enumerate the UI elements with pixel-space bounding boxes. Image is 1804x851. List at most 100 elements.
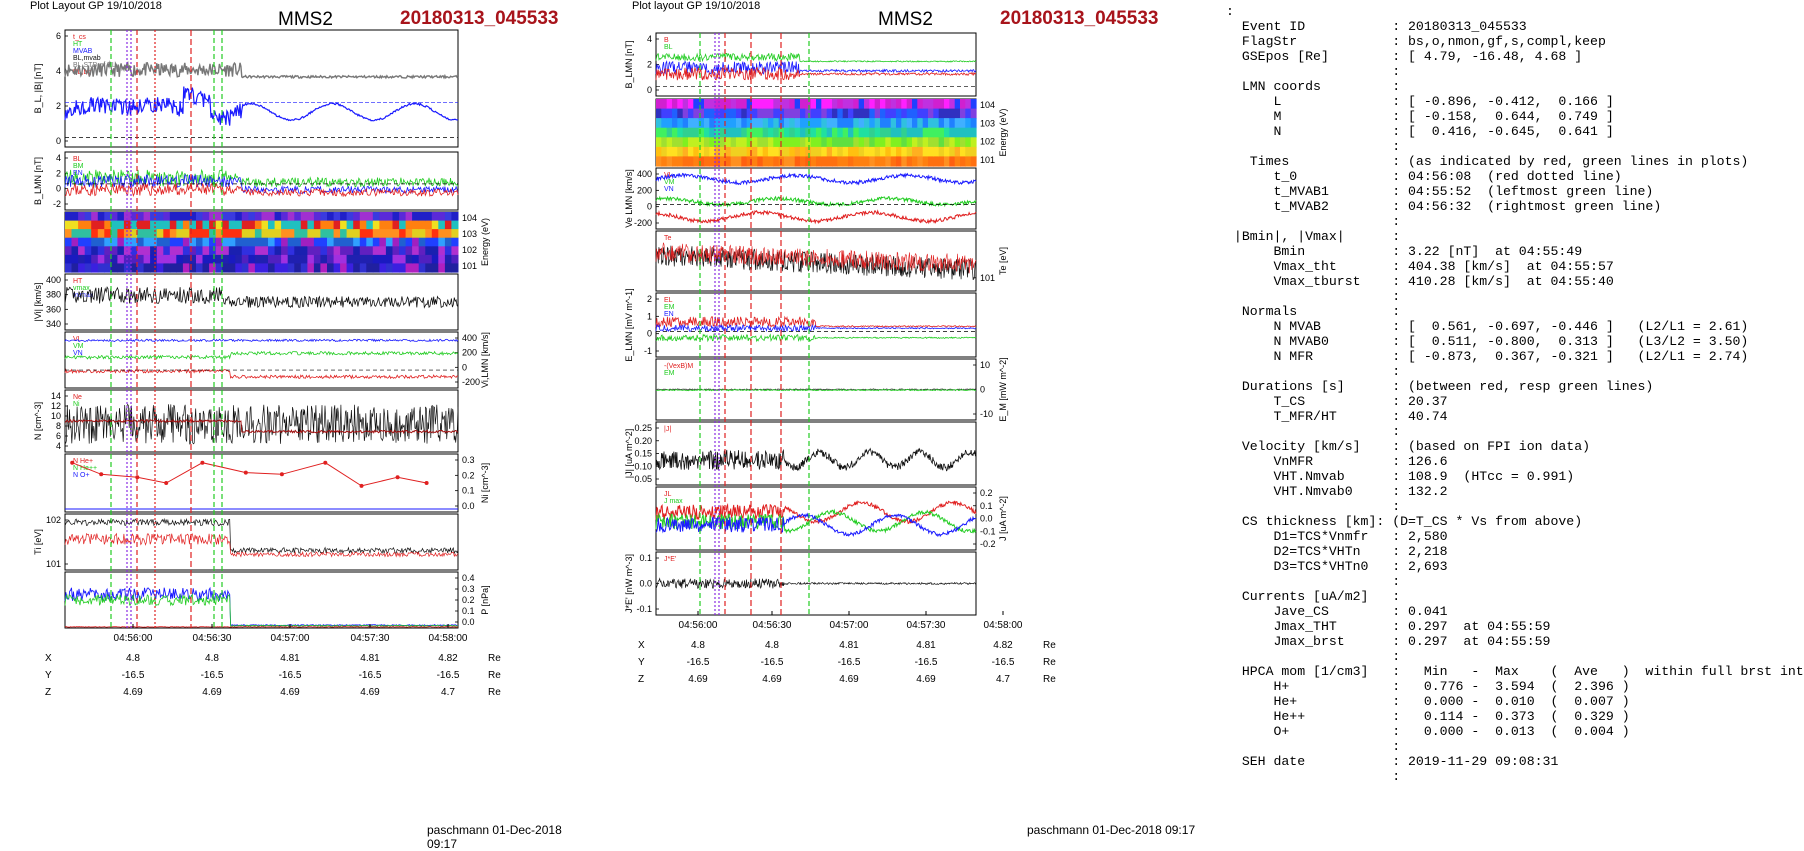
spectrogram-cell: [757, 137, 764, 148]
spectrogram-cell: [189, 263, 197, 273]
spectrogram-cell: [294, 254, 302, 265]
spectrogram-cell: [222, 220, 230, 230]
info-line: :: [1226, 424, 1401, 439]
spectrogram-cell: [890, 118, 897, 129]
spectrogram-cell: [385, 246, 393, 256]
spectrogram-cell: [143, 237, 151, 247]
spectrogram-cell: [858, 108, 865, 119]
spectrogram-cell: [222, 237, 230, 247]
spectrogram-cell: [736, 146, 742, 158]
spectrogram-cell: [385, 254, 393, 265]
right-xtick-label: 04:56:00: [679, 620, 718, 631]
spectrogram-cell: [399, 229, 407, 239]
trace-vn: [64, 368, 459, 380]
left-ytick-label: 380: [46, 290, 61, 300]
right-ylabel: E_M [mW m^-2]: [998, 357, 1008, 421]
trace-he-pp: [72, 462, 427, 487]
right-pos-value: 4.82: [993, 640, 1013, 651]
spectrogram-cell: [666, 137, 673, 148]
spectrogram-cell: [960, 156, 966, 167]
spectrogram-cell: [693, 108, 700, 119]
spectrogram-cell: [182, 220, 190, 230]
spectrogram-cell: [353, 263, 361, 273]
spectrogram-cell: [418, 254, 426, 265]
spectrogram-cell: [196, 254, 204, 265]
spectrogram-cell: [91, 212, 99, 222]
spectrogram-cell: [418, 263, 426, 273]
spectrogram-cell: [71, 220, 79, 230]
right-legend-entry: EM: [664, 370, 675, 377]
spectrogram-cell: [182, 246, 190, 256]
spectrogram-cell: [672, 118, 678, 129]
spectrogram-cell: [688, 99, 694, 110]
spectrogram-cell: [725, 156, 732, 167]
spectrogram-cell: [864, 137, 870, 148]
spectrogram-cell: [300, 246, 308, 256]
left-pos-value: 4.7: [441, 687, 455, 698]
spectrogram-cell: [392, 237, 400, 247]
spectrogram-cell: [938, 99, 945, 110]
spectrogram-cell: [778, 137, 785, 148]
spectrogram-cell: [163, 254, 171, 265]
spectrogram-cell: [451, 212, 459, 222]
left-ytick-label: 2: [56, 101, 61, 111]
spectrogram-cell: [176, 254, 184, 265]
left-xtick-label: 04:57:00: [271, 633, 310, 644]
spectrogram-cell: [762, 137, 769, 148]
spectrogram-cell: [789, 108, 796, 119]
spectrogram-cell: [917, 127, 924, 138]
left-ytick-label: 0.3: [462, 455, 475, 465]
spectrogram-cell: [405, 220, 413, 230]
spectrogram-cell: [65, 220, 73, 230]
spectrogram-cell: [385, 229, 393, 239]
spectrogram-cell: [736, 99, 742, 110]
spectrogram-cell: [773, 156, 780, 167]
spectrogram-cell: [853, 99, 860, 110]
right-ylabel: Te [eV]: [998, 247, 1008, 275]
spectrogram-cell: [97, 254, 105, 265]
spectrogram-cell: [412, 254, 420, 265]
spectrogram-cell: [320, 254, 328, 265]
spectrogram-cell: [425, 212, 433, 222]
spectrogram-cell: [762, 108, 769, 119]
spectrogram-cell: [169, 263, 177, 273]
spectrogram-cell: [693, 156, 700, 167]
spectrogram-cell: [938, 156, 945, 167]
spectrogram-cell: [340, 263, 348, 273]
spectrogram-cell: [746, 118, 753, 129]
right-pos-value: 4.81: [916, 640, 936, 651]
spectrogram-cell: [682, 137, 689, 148]
spectrogram-cell: [399, 237, 407, 247]
spectrogram-cell: [869, 146, 876, 158]
spectrogram-cell: [418, 212, 426, 222]
spectrogram-cell: [922, 108, 929, 119]
spectrogram-cell: [906, 99, 913, 110]
left-ytick-label: 0.3: [462, 584, 475, 594]
spectrogram-cell: [359, 212, 367, 222]
spectrogram-cell: [885, 146, 892, 158]
spectrogram-cell: [704, 118, 710, 129]
spectrogram-cell: [709, 137, 716, 148]
spectrogram-cell: [752, 118, 758, 129]
spectrogram-cell: [672, 99, 678, 110]
spectrogram-cell: [281, 254, 289, 265]
left-legend-entry: VN: [73, 350, 83, 357]
spectrogram-cell: [320, 229, 328, 239]
spectrogram-cell: [885, 156, 892, 167]
spectrogram-cell: [661, 146, 668, 158]
spectrogram-cell: [130, 263, 138, 273]
spectrogram-cell: [91, 237, 99, 247]
spectrogram-cell: [431, 220, 439, 230]
spectrogram-cell: [853, 118, 860, 129]
spectrogram-cell: [418, 246, 426, 256]
spectrogram-cell: [412, 263, 420, 273]
spectrogram-cell: [666, 127, 673, 138]
left-ytick-label: 102: [462, 245, 477, 255]
spectrogram-cell: [399, 220, 407, 230]
right-footer: paschmann 01-Dec-2018 09:17: [1027, 823, 1196, 837]
spectrogram-cell: [137, 263, 145, 273]
spectrogram-cell: [333, 246, 341, 256]
spectrogram-cell: [123, 220, 131, 230]
info-line: Jmax_brst : 0.297 at 04:55:59: [1226, 634, 1551, 649]
spectrogram-cell: [287, 237, 295, 247]
